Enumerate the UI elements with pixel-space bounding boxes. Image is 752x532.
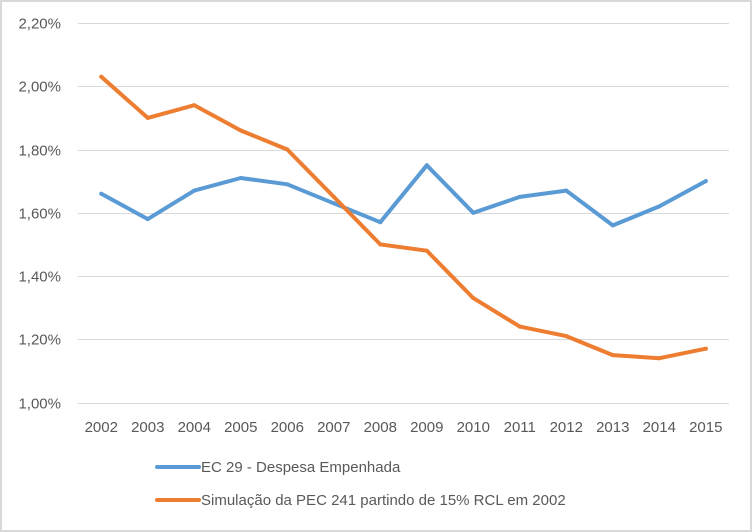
gridlines xyxy=(78,23,729,404)
x-tick-label: 2006 xyxy=(271,419,304,436)
data-point xyxy=(331,194,336,199)
x-tick-label: 2010 xyxy=(457,419,490,436)
x-tick-label: 2011 xyxy=(504,419,536,436)
y-tick-label: 1,20% xyxy=(18,332,61,349)
legend-item: Simulação da PEC 241 partindo de 15% RCL… xyxy=(155,492,566,509)
y-tick-label: 1,60% xyxy=(18,206,61,223)
data-point xyxy=(703,179,708,184)
data-point xyxy=(99,74,104,79)
data-point xyxy=(238,176,243,180)
data-point xyxy=(517,324,522,329)
data-point xyxy=(378,242,383,247)
x-tick-label: 2012 xyxy=(550,419,583,436)
data-point xyxy=(471,210,476,215)
data-point xyxy=(285,147,290,152)
data-point xyxy=(564,188,569,193)
data-point xyxy=(331,201,336,206)
x-tick-label: 2007 xyxy=(317,419,350,436)
data-point xyxy=(192,188,197,193)
x-tick-label: 2002 xyxy=(85,419,118,436)
series-line-2 xyxy=(99,74,708,361)
y-axis-labels: 1,00% 1,20% 1,40% 1,60% 1,80% 2,00% 2,20% xyxy=(18,16,61,413)
data-point xyxy=(99,191,104,196)
legend-item: EC 29 - Despesa Empenhada xyxy=(155,459,401,476)
data-point xyxy=(610,223,615,228)
data-point xyxy=(517,194,522,199)
x-tick-label: 2015 xyxy=(689,419,722,436)
legend: EC 29 - Despesa Empenhada Simulação da PE… xyxy=(155,459,566,509)
x-tick-label: 2009 xyxy=(410,419,443,436)
data-point xyxy=(703,346,708,351)
y-tick-label: 1,80% xyxy=(18,143,61,160)
data-point xyxy=(657,356,662,361)
x-tick-label: 2014 xyxy=(643,419,676,436)
y-tick-label: 2,00% xyxy=(18,79,61,96)
y-tick-label: 1,00% xyxy=(18,396,61,413)
data-point xyxy=(378,220,383,225)
data-point xyxy=(145,115,150,120)
series-lines xyxy=(99,74,708,361)
x-tick-label: 2013 xyxy=(596,419,629,436)
data-point xyxy=(424,248,429,253)
x-tick-label: 2005 xyxy=(224,419,257,436)
data-point xyxy=(238,128,243,133)
data-point xyxy=(192,103,197,108)
y-tick-label: 2,20% xyxy=(18,16,61,33)
data-point xyxy=(610,353,615,358)
y-tick-label: 1,40% xyxy=(18,269,61,286)
data-point xyxy=(285,182,290,187)
x-tick-label: 2003 xyxy=(131,419,164,436)
x-axis-labels: 2002 2003 2004 2005 2006 2007 2008 2009 2010 2011… xyxy=(85,419,723,436)
x-tick-label: 2008 xyxy=(364,419,397,436)
data-point xyxy=(424,163,429,168)
data-point xyxy=(657,204,662,209)
legend-label: Simulação da PEC 241 partindo de 15% RCL… xyxy=(201,492,566,509)
data-point xyxy=(564,334,569,339)
x-tick-label: 2004 xyxy=(178,419,211,436)
data-point xyxy=(145,217,150,222)
legend-label: EC 29 - Despesa Empenhada xyxy=(201,459,401,476)
data-point xyxy=(471,296,476,301)
series-line-1 xyxy=(99,163,708,228)
